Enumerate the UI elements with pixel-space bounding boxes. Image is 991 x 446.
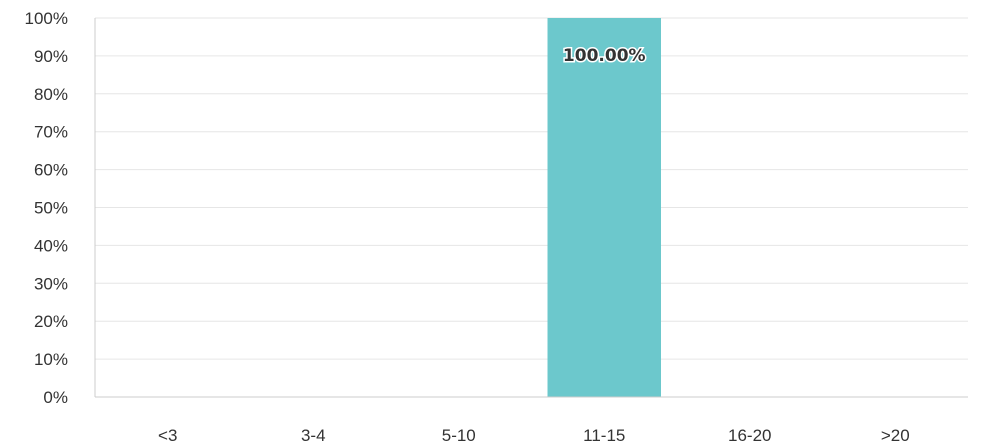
y-tick-label: 60% xyxy=(34,161,68,180)
y-axis: 0% 10% 20% 30% 40% 50% 60% 70% 80% 90% 100% xyxy=(25,9,95,407)
x-tick-label: 5-10 xyxy=(442,426,476,445)
y-tick-label: 100% xyxy=(25,9,68,28)
data-labels: 100.00% xyxy=(563,46,646,66)
x-tick-label: <3 xyxy=(158,426,177,445)
bar xyxy=(548,18,661,397)
y-tick-label: 90% xyxy=(34,47,68,66)
x-tick-label: 11-15 xyxy=(583,426,625,445)
y-tick-label: 70% xyxy=(34,123,68,142)
bar-value-label: 100.00% xyxy=(563,46,646,66)
y-tick-label: 10% xyxy=(34,350,68,369)
y-tick-label: 80% xyxy=(34,85,68,104)
y-tick-label: 0% xyxy=(43,388,68,407)
x-tick-label: >20 xyxy=(881,426,910,445)
y-tick-label: 20% xyxy=(34,312,68,331)
y-tick-label: 40% xyxy=(34,236,68,255)
x-tick-label: 16-20 xyxy=(728,426,771,445)
grid-lines xyxy=(95,18,968,359)
y-tick-label: 50% xyxy=(34,199,68,218)
x-tick-label: 3-4 xyxy=(301,426,326,445)
y-tick-label: 30% xyxy=(34,274,68,293)
x-axis: <3 3-4 5-10 11-15 16-20 >20 xyxy=(95,397,968,445)
bars xyxy=(548,18,661,397)
